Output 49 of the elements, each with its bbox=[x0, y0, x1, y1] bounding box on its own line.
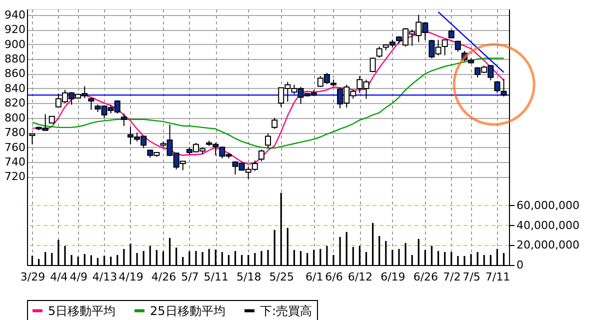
x-tick-label: 4/26 bbox=[151, 270, 176, 284]
y-tick-label: 800 bbox=[4, 111, 26, 124]
y-tick-label: 820 bbox=[4, 96, 26, 110]
y2-tick-label: 0 bbox=[516, 258, 524, 272]
candlestick bbox=[265, 132, 271, 149]
y2-tick-label: 60,000,000 bbox=[516, 198, 580, 212]
candlestick bbox=[494, 80, 500, 94]
x-tick-label: 6/12 bbox=[348, 270, 373, 284]
y-tick-label: 860 bbox=[4, 67, 26, 80]
y-tick-label: 880 bbox=[4, 52, 26, 66]
candlestick bbox=[370, 57, 376, 73]
y2-tick-label: 20,000,000 bbox=[516, 238, 580, 252]
x-tick-label: 4/9 bbox=[70, 270, 88, 284]
x-tick-label: 7/11 bbox=[485, 270, 510, 284]
candlestick bbox=[376, 46, 382, 58]
x-tick-label: 4/4 bbox=[50, 270, 68, 284]
x-tick-label: 6/6 bbox=[325, 270, 343, 284]
y-tick-label: 740 bbox=[4, 156, 26, 169]
legend-label: 25日移動平均 bbox=[150, 304, 226, 318]
y-tick-label: 760 bbox=[4, 140, 26, 154]
legend-label: 下:売買高 bbox=[260, 304, 312, 318]
candlestick bbox=[258, 149, 264, 162]
candlestick bbox=[500, 78, 507, 98]
y-tick-label: 900 bbox=[4, 38, 26, 51]
y-tick-label: 780 bbox=[4, 126, 26, 140]
x-tick-label: 4/19 bbox=[118, 270, 144, 284]
legend-label: 5日移動平均 bbox=[48, 304, 116, 318]
x-tick-label: 6/26 bbox=[413, 270, 438, 284]
x-tick-label: 3/29 bbox=[20, 270, 46, 284]
x-tick-label: 5/18 bbox=[236, 270, 262, 284]
y2-tick-label: 40,000,000 bbox=[516, 218, 580, 232]
y-tick-label: 720 bbox=[4, 170, 26, 184]
candlestick bbox=[120, 112, 127, 126]
x-tick-label: 4/13 bbox=[92, 270, 118, 284]
x-tick-label: 7/2 bbox=[443, 270, 461, 284]
x-tick-label: 6/19 bbox=[380, 270, 406, 284]
x-tick-label: 6/1 bbox=[305, 270, 324, 284]
candlestick bbox=[454, 40, 461, 52]
line-series bbox=[32, 58, 504, 149]
y-tick-label: 920 bbox=[4, 23, 26, 36]
y-tick-label: 940 bbox=[4, 8, 26, 22]
x-tick-label: 7/5 bbox=[462, 270, 480, 284]
candlestick bbox=[442, 39, 448, 56]
x-tick-label: 5/7 bbox=[181, 270, 199, 284]
x-tick-label: 5/25 bbox=[269, 270, 294, 284]
y-tick-label: 840 bbox=[4, 82, 26, 95]
x-tick-label: 5/11 bbox=[204, 270, 228, 284]
candlestick bbox=[272, 117, 278, 130]
candlestick bbox=[88, 98, 94, 110]
